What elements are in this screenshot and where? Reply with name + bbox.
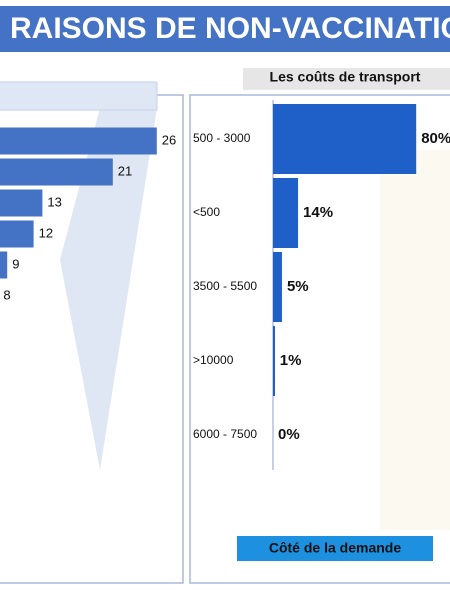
bar [0, 189, 43, 217]
decor-shape [60, 108, 157, 470]
bar [273, 252, 282, 322]
value-label: 21 [118, 163, 132, 178]
decor-shape [380, 150, 450, 530]
title-band [0, 6, 450, 52]
value-label: 8 [3, 287, 10, 302]
category-label: <500 [193, 205, 220, 219]
bar [0, 127, 157, 155]
value-label: 5% [287, 278, 309, 295]
value-label: 1% [280, 352, 302, 369]
left-header [0, 81, 158, 111]
slide-title: RAISONS DE NON-VACCINATIO [10, 12, 450, 45]
bar [0, 251, 8, 279]
bar [0, 220, 34, 248]
category-label: 6000 - 7500 [193, 427, 257, 441]
bar [0, 158, 113, 186]
value-label: 80% [421, 130, 450, 147]
chart-title-box [243, 68, 450, 90]
value-label: 0% [278, 426, 300, 443]
button-label[interactable]: Côté de la demande [269, 540, 401, 556]
button[interactable] [237, 536, 433, 561]
category-label: 3500 - 5500 [193, 279, 257, 293]
bar [273, 326, 275, 396]
value-label: 13 [47, 194, 61, 209]
category-label: >10000 [193, 353, 234, 367]
value-label: 26 [162, 132, 176, 147]
chart-title: Les coûts de transport [270, 69, 421, 85]
category-label: 500 - 3000 [193, 131, 251, 145]
bar [273, 104, 417, 174]
bar [273, 178, 299, 248]
value-label: 14% [303, 204, 333, 221]
value-label: 9 [12, 256, 19, 271]
value-label: 12 [39, 225, 53, 240]
